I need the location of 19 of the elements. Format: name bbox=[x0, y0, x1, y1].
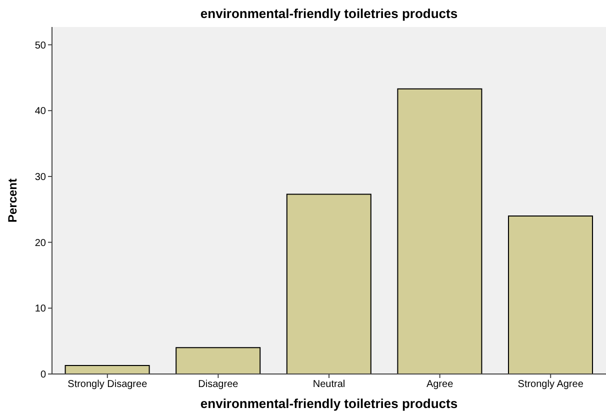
y-tick-label: 10 bbox=[34, 304, 46, 315]
x-tick-label: Disagree bbox=[198, 379, 239, 390]
x-tick-label: Strongly Agree bbox=[518, 379, 584, 390]
x-axis-title: environmental-friendly toiletries products bbox=[200, 396, 458, 411]
y-axis-title: Percent bbox=[5, 178, 20, 223]
x-tick-label: Agree bbox=[426, 379, 454, 390]
x-tick-label: Strongly Disagree bbox=[68, 379, 148, 390]
bar bbox=[508, 215, 593, 374]
bar bbox=[176, 347, 261, 374]
y-tick-label: 20 bbox=[34, 238, 46, 249]
bar bbox=[64, 364, 150, 374]
y-tick-label: 0 bbox=[40, 370, 46, 381]
y-tick-label: 40 bbox=[34, 106, 46, 118]
y-tick-label: 30 bbox=[34, 172, 46, 184]
bar bbox=[397, 88, 482, 374]
bar bbox=[286, 194, 372, 374]
x-tick-label: Neutral bbox=[312, 379, 346, 390]
y-tick-label: 50 bbox=[34, 40, 46, 52]
chart-title: environmental-friendly toiletries products bbox=[199, 6, 459, 21]
